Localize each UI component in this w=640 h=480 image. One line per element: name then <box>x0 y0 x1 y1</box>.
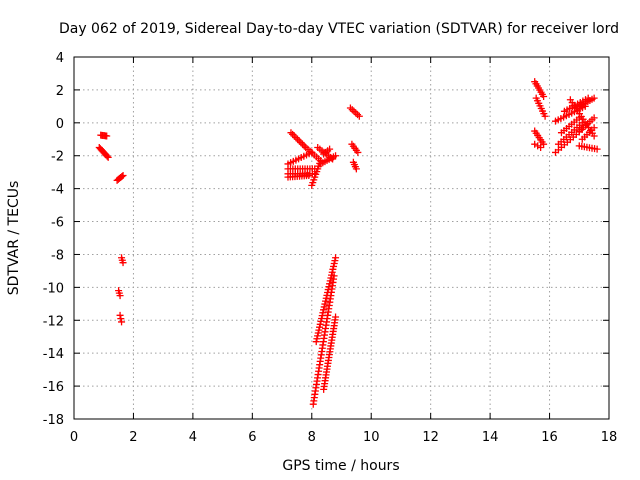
data-point <box>590 94 598 102</box>
data-point <box>348 106 356 114</box>
data-point <box>287 129 295 137</box>
data-point <box>350 107 358 115</box>
data-point <box>297 139 305 147</box>
data-point <box>292 134 300 142</box>
data-point <box>541 112 549 120</box>
data-point <box>537 144 545 151</box>
y-tick-label: 2 <box>56 84 64 99</box>
data-point <box>295 137 303 145</box>
data-point <box>593 145 601 153</box>
y-tick-label: 0 <box>56 117 64 132</box>
data-point <box>352 109 360 117</box>
data-point <box>118 172 126 180</box>
y-tick-label: -18 <box>43 413 64 428</box>
x-tick-label: 14 <box>482 430 499 445</box>
data-point <box>119 171 127 179</box>
data-point <box>332 152 340 160</box>
data-point <box>305 171 313 179</box>
data-point <box>590 114 598 122</box>
y-tick-label: -6 <box>51 216 64 231</box>
data-point <box>104 153 112 161</box>
data-point <box>355 112 363 120</box>
data-point <box>116 292 124 300</box>
data-point <box>332 313 340 321</box>
grid-lines <box>74 57 609 419</box>
data-point <box>300 142 308 150</box>
data-point <box>354 148 362 156</box>
x-tick-label: 0 <box>70 430 78 445</box>
x-tick-label: 8 <box>308 430 316 445</box>
data-point <box>308 148 316 156</box>
y-tick-label: -4 <box>51 183 64 198</box>
x-tick-label: 18 <box>601 430 618 445</box>
data-point <box>590 124 598 132</box>
x-tick-label: 2 <box>129 430 137 445</box>
data-point <box>290 132 298 140</box>
x-tick-label: 4 <box>189 430 197 445</box>
data-point <box>332 254 340 262</box>
y-tick-label: -14 <box>43 347 64 362</box>
data-point <box>326 145 334 153</box>
x-axis-label: GPS time / hours <box>282 458 399 474</box>
data-point <box>294 135 302 143</box>
x-tick-label: 10 <box>363 430 380 445</box>
data-point <box>289 130 297 138</box>
data-point <box>540 92 548 100</box>
data-point <box>590 132 598 140</box>
y-tick-label: 4 <box>56 51 64 66</box>
y-tick-label: -8 <box>51 248 64 263</box>
x-tick-label: 6 <box>248 430 256 445</box>
data-point <box>352 165 360 173</box>
data-point <box>116 311 124 319</box>
data-point <box>119 259 127 267</box>
plot-frame <box>73 56 610 420</box>
y-tick-label: -16 <box>43 380 64 395</box>
x-tick-label: 12 <box>422 430 439 445</box>
x-tick-label: 16 <box>541 430 558 445</box>
data-point <box>354 111 362 119</box>
y-tick-label: -10 <box>43 281 64 296</box>
data-point <box>118 318 126 326</box>
y-axis-label: SDTVAR / TECUs <box>6 181 22 296</box>
data-point <box>299 140 307 148</box>
chart-title: Day 062 of 2019, Sidereal Day-to-day VTE… <box>59 21 619 37</box>
data-point <box>103 132 111 140</box>
data-points <box>95 78 601 408</box>
data-point <box>117 315 125 323</box>
data-point <box>346 104 354 112</box>
data-point <box>103 152 111 160</box>
y-tick-label: -2 <box>51 150 64 165</box>
axis-ticks: 0 2 4 6 8 10 12 14 16 18 -18 -16 -14 -12 -10 -8 -6 -4 -2 0 2… <box>43 51 618 445</box>
y-tick-label: -12 <box>43 314 64 329</box>
